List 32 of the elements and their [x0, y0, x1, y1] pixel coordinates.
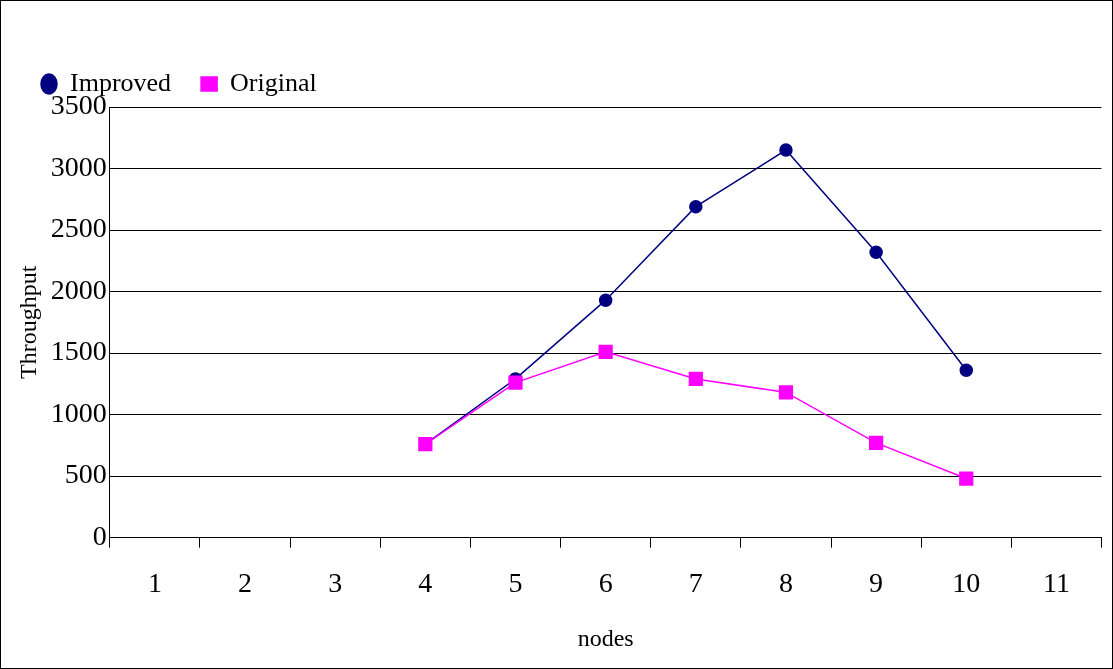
y-tick-label: 3000 — [50, 150, 107, 182]
point — [508, 375, 523, 390]
point — [869, 435, 884, 450]
y-tick-label: 1500 — [50, 335, 107, 367]
y-axis-title: Throughput — [14, 265, 41, 379]
point — [778, 385, 794, 400]
x-axis-title: nodes — [577, 624, 634, 651]
x-tick-label: 4 — [418, 566, 433, 598]
point — [869, 245, 883, 259]
point — [598, 293, 613, 307]
y-tick-label: 500 — [64, 458, 107, 490]
y-tick-label: 2000 — [50, 273, 107, 305]
point — [688, 371, 703, 387]
point — [689, 199, 703, 214]
point — [959, 363, 974, 378]
x-tick-label: 2 — [238, 566, 253, 598]
x-tick-label: 11 — [1042, 566, 1070, 598]
x-tick-label: 5 — [508, 566, 523, 598]
x-tick-label: 1 — [147, 566, 162, 598]
x-tick-label: 9 — [869, 566, 884, 598]
x-tick-label: 10 — [952, 566, 981, 598]
x-tick-label: 6 — [598, 566, 613, 598]
x-tick-label: 8 — [778, 566, 793, 598]
point — [598, 344, 613, 359]
point — [779, 143, 793, 157]
legend-label: Original — [230, 67, 317, 97]
y-tick-label: 2500 — [50, 212, 107, 244]
x-tick-label: 7 — [688, 566, 703, 598]
y-tick-label: 0 — [92, 519, 107, 551]
x-tick-label: 3 — [328, 566, 343, 598]
point — [959, 471, 974, 486]
y-tick-label: 1000 — [50, 396, 107, 428]
